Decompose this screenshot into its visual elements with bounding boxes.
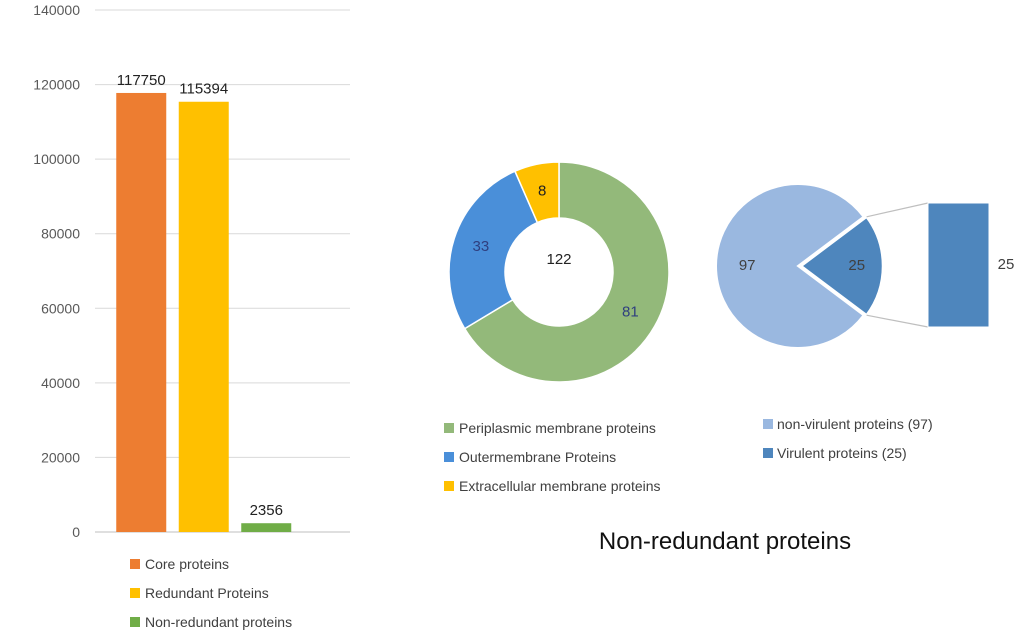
legend-swatch <box>763 419 773 429</box>
legend-swatch <box>130 617 140 627</box>
figure-caption: Non-redundant proteins <box>599 528 851 555</box>
pie-data-label: 97 <box>739 257 756 274</box>
bar <box>178 101 229 532</box>
pie-data-labels: 97 25 25 <box>739 256 1015 274</box>
legend-label: Non-redundant proteins <box>145 614 292 630</box>
donut-chart: 81 33 8 122 Periplasmic membrane proteins O… <box>444 161 670 494</box>
legend-label: Virulent proteins (25) <box>777 445 907 461</box>
legend-swatch <box>444 481 454 491</box>
y-tick-label: 120000 <box>33 77 80 93</box>
y-tick-label: 0 <box>72 524 80 540</box>
pie-slice <box>798 215 885 317</box>
donut-data-label: 8 <box>538 183 546 200</box>
donut-legend: Periplasmic membrane proteins Outermembra… <box>444 420 661 494</box>
secondary-bar-rect <box>927 202 990 328</box>
pie-of-bar-chart: 97 25 25 non-virulent proteins (97) Virulen… <box>715 183 1015 461</box>
donut-data-label: 81 <box>622 303 639 320</box>
secondary-bar <box>927 202 990 328</box>
pie-slices <box>715 183 885 349</box>
legend-label: non-virulent proteins (97) <box>777 416 933 432</box>
legend-swatch <box>444 423 454 433</box>
legend-label: Redundant Proteins <box>145 585 269 601</box>
y-tick-label: 80000 <box>41 226 80 242</box>
donut-center-label: 122 <box>546 251 571 268</box>
bar <box>241 523 292 532</box>
y-tick-label: 140000 <box>33 2 80 18</box>
bar-legend: Core proteins Redundant Proteins Non-redun… <box>130 556 292 630</box>
connector-line <box>866 202 929 218</box>
pie-data-label: 25 <box>848 257 865 274</box>
bar-y-tick-labels: 0 20000 40000 60000 80000 100000 120000 140000 <box>33 2 80 540</box>
bar-data-label: 115394 <box>179 81 228 98</box>
donut-slice <box>463 161 670 383</box>
connector-line <box>866 314 929 328</box>
y-tick-label: 60000 <box>41 300 80 316</box>
bar <box>116 92 167 532</box>
donut-data-labels: 81 33 8 <box>473 183 639 321</box>
legend-swatch <box>444 452 454 462</box>
legend-swatch <box>130 559 140 569</box>
bar-chart: 020000400006000080000100000120000140000 … <box>33 2 350 630</box>
y-tick-label: 40000 <box>41 375 80 391</box>
pie-legend: non-virulent proteins (97) Virulent prote… <box>763 416 933 461</box>
pie-slice <box>715 183 865 349</box>
legend-swatch <box>130 588 140 598</box>
bar-data-label: 2356 <box>250 502 283 519</box>
legend-label: Core proteins <box>145 556 229 572</box>
legend-swatch <box>763 448 773 458</box>
legend-label: Extracellular membrane proteins <box>459 478 661 494</box>
bar-bars <box>116 92 292 532</box>
secondary-bar-label: 25 <box>998 256 1015 273</box>
donut-data-label: 33 <box>473 238 490 255</box>
bar-data-label: 117750 <box>117 72 166 89</box>
y-tick-label: 100000 <box>33 151 80 167</box>
donut-slice <box>448 170 539 330</box>
donut-slice <box>513 161 560 224</box>
legend-label: Outermembrane Proteins <box>459 449 616 465</box>
pie-connector-lines <box>866 202 929 328</box>
donut-slices <box>448 161 670 383</box>
y-tick-label: 20000 <box>41 449 80 465</box>
bar-data-labels: 117750 115394 2356 <box>117 72 283 519</box>
legend-label: Periplasmic membrane proteins <box>459 420 656 436</box>
